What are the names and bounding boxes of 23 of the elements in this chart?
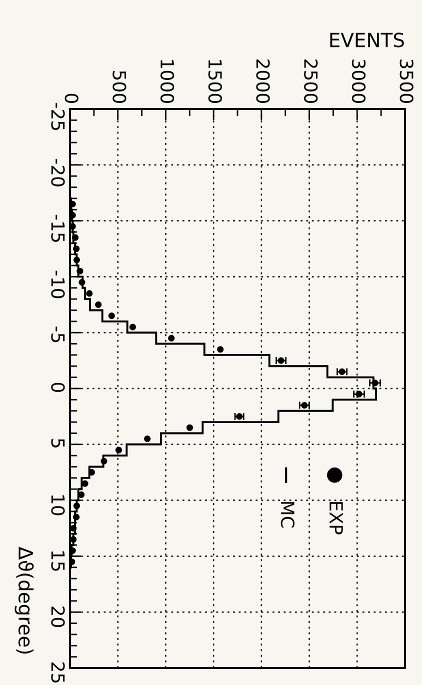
legend-label: EXP	[330, 502, 343, 534]
y-tick-label: -15	[51, 214, 65, 242]
y-tick-label: 0	[51, 382, 65, 392]
x-tick-label: 0	[64, 94, 78, 103]
x-tick-label: 500	[112, 71, 126, 103]
y-axis-title: Δϑ(degree)	[14, 546, 34, 654]
y-tick-label: 5	[51, 438, 65, 448]
y-tick-label: -25	[51, 103, 65, 130]
y-tick-label: 25	[51, 662, 65, 683]
x-axis-title: EVENTS	[330, 32, 404, 48]
legend-label: MC	[280, 502, 294, 528]
y-tick-label: -20	[51, 158, 65, 186]
y-tick-label: 15	[51, 551, 65, 571]
y-tick-label: -5	[51, 326, 65, 342]
y-tick-label: 20	[51, 606, 65, 628]
x-tick-label: 1000	[160, 60, 174, 103]
x-tick-label: 2500	[304, 60, 318, 103]
x-tick-label: 1500	[208, 60, 222, 103]
x-tick-label: 3000	[352, 60, 366, 103]
y-tick-label: -10	[51, 270, 65, 298]
x-tick-label: 3500	[400, 60, 414, 103]
x-tick-label: 2000	[256, 60, 270, 103]
y-tick-label: 10	[51, 495, 65, 516]
